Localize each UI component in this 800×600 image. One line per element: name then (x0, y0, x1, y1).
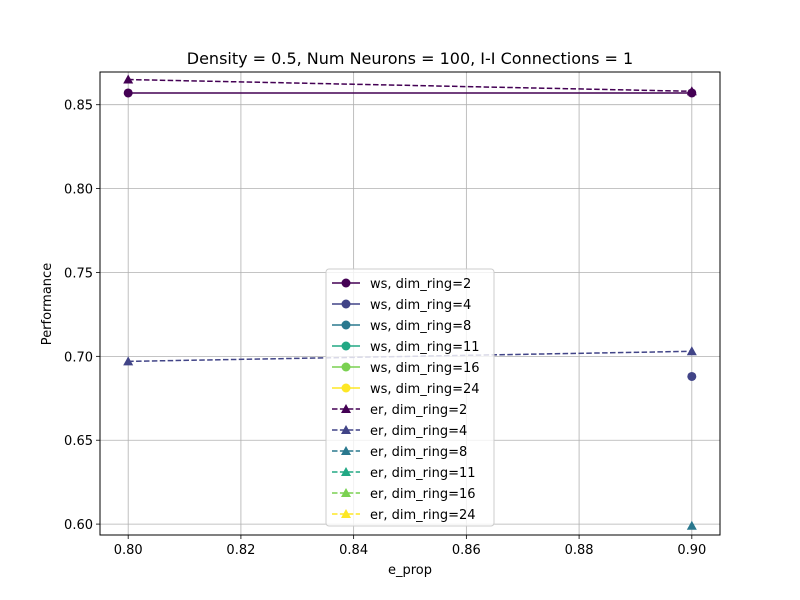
plot-frame (99, 71, 721, 536)
legend-marker (341, 467, 351, 476)
legend-label: er, dim_ring=4 (370, 424, 467, 439)
legend-label: er, dim_ring=11 (370, 466, 476, 481)
data-point (123, 356, 134, 366)
x-tick-label: 0.84 (339, 543, 368, 558)
data-point (687, 371, 697, 381)
legend-marker (341, 425, 351, 434)
legend-label: ws, dim_ring=16 (370, 361, 480, 376)
y-tick-label: 0.65 (64, 434, 93, 449)
data-point (686, 346, 697, 356)
legend-label: er, dim_ring=24 (370, 508, 476, 523)
legend-marker (341, 362, 351, 372)
series-8 (686, 520, 697, 530)
legend: ws, dim_ring=2 ws, dim_ring=4 ws, dim_ring… (325, 268, 495, 527)
legend-item: er, dim_ring=24 (332, 508, 476, 523)
legend-label: er, dim_ring=8 (370, 445, 467, 460)
legend-marker (341, 320, 351, 330)
y-tick-label: 0.70 (64, 350, 93, 365)
legend-box (325, 268, 495, 527)
legend-marker (341, 341, 351, 351)
legend-marker (341, 278, 351, 288)
data-point (123, 88, 133, 98)
x-tick-label: 0.90 (677, 543, 706, 558)
x-tick-label: 0.88 (565, 543, 594, 558)
x-axis-label: e_prop (388, 563, 432, 578)
legend-marker (341, 404, 351, 413)
series-line (128, 78, 692, 93)
legend-item: ws, dim_ring=2 (332, 277, 471, 292)
series-1 (687, 371, 697, 381)
legend-label: er, dim_ring=2 (370, 403, 467, 418)
y-tick-label: 0.80 (64, 183, 93, 198)
x-tick-label: 0.86 (452, 543, 481, 558)
legend-marker (341, 509, 351, 518)
legend-label: ws, dim_ring=8 (370, 319, 471, 334)
legend-item: er, dim_ring=8 (332, 445, 467, 460)
legend-item: ws, dim_ring=8 (332, 319, 471, 334)
legend-label: ws, dim_ring=11 (370, 340, 480, 355)
legend-item: er, dim_ring=4 (332, 424, 467, 439)
y-tick-label: 0.75 (64, 266, 93, 281)
legend-label: er, dim_ring=16 (370, 487, 476, 502)
y-tick-label: 0.85 (64, 99, 93, 114)
legend-item: ws, dim_ring=16 (332, 361, 480, 376)
x-tick-label: 0.82 (226, 543, 255, 558)
axis-ticks: 0.80 0.82 0.84 0.86 0.88 0.90 0.60 0.65 0.70 0.75… (64, 99, 706, 558)
legend-label: ws, dim_ring=24 (370, 382, 480, 397)
legend-item: er, dim_ring=2 (332, 403, 467, 418)
y-tick-label: 0.60 (64, 518, 93, 533)
legend-item: ws, dim_ring=4 (332, 298, 471, 313)
legend-marker (341, 446, 351, 455)
legend-item: er, dim_ring=11 (332, 466, 476, 481)
data-point (123, 74, 134, 84)
x-tick-label: 0.80 (114, 543, 143, 558)
chart-title: Density = 0.5, Num Neurons = 100, I-I Co… (187, 49, 633, 68)
data-point (686, 520, 697, 530)
legend-marker (341, 299, 351, 309)
legend-item: ws, dim_ring=11 (332, 340, 480, 355)
legend-item: ws, dim_ring=24 (332, 382, 480, 397)
legend-marker (341, 488, 351, 497)
legend-marker (341, 383, 351, 393)
legend-item: er, dim_ring=16 (332, 487, 476, 502)
legend-label: ws, dim_ring=2 (370, 277, 471, 292)
y-axis-label: Performance (40, 263, 55, 345)
data-point (686, 86, 697, 96)
legend-label: ws, dim_ring=4 (370, 298, 471, 313)
series-6 (123, 74, 697, 96)
